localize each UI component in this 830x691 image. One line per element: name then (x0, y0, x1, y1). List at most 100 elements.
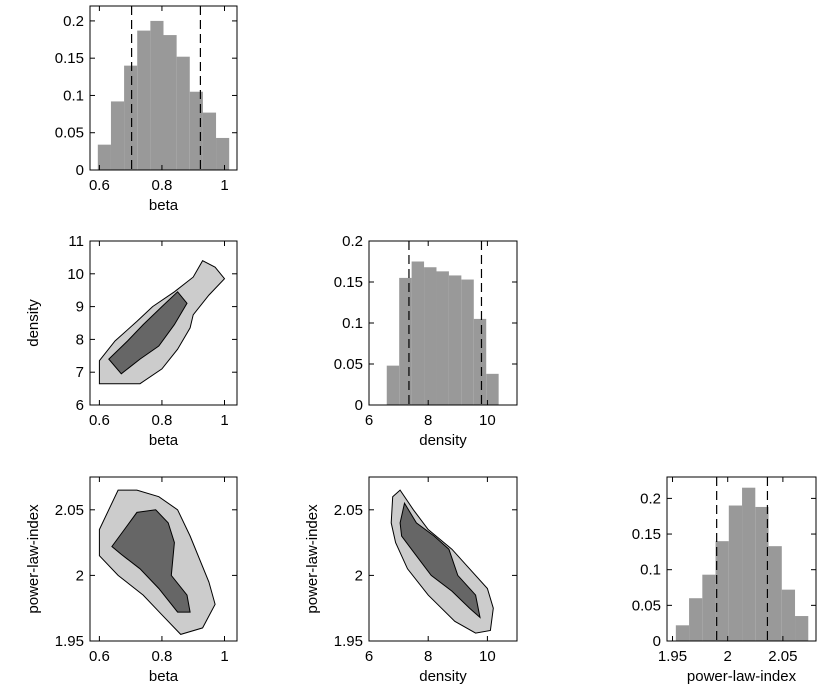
y-axis-label: power-law-index (25, 504, 42, 614)
x-axis-label: density (419, 668, 467, 685)
inner-contour-region (399, 501, 481, 619)
x-axis-label: beta (149, 197, 179, 214)
plot-area (675, 477, 809, 641)
y-tick-label: 0.1 (342, 315, 363, 332)
axes-frame (89, 476, 238, 642)
panel-contour-density-powerlaw: 6 8 10 1.95 2 2.05 density power-law-index (304, 476, 518, 685)
y-axis-label: power-law-index (304, 504, 321, 614)
histogram-bar (461, 279, 474, 405)
histogram-bar (176, 56, 190, 170)
y-tick-label: 7 (76, 364, 84, 381)
histogram-bar (110, 101, 125, 170)
x-axis-label: power-law-index (687, 668, 797, 685)
histogram-bar (411, 261, 425, 405)
y-tick-label: 0 (653, 633, 661, 650)
axes-frame (368, 476, 518, 642)
y-tick-label: 10 (67, 266, 84, 283)
histogram-bar (424, 267, 437, 405)
panel-contour-beta-powerlaw: 0.6 0.8 1 1.95 2 2.05 beta power-law-index (25, 476, 238, 685)
y-tick-label: 2 (76, 567, 84, 584)
y-tick-label: 0.2 (63, 13, 84, 30)
y-tick-label: 0 (355, 397, 363, 414)
plot-area (98, 260, 226, 385)
x-tick-label: 1 (220, 648, 228, 665)
histogram-bar (702, 574, 716, 641)
histogram-bar (448, 275, 462, 405)
histogram-bar (202, 112, 217, 170)
y-tick-label: 0.1 (63, 87, 84, 104)
x-tick-label: 10 (479, 412, 496, 429)
y-tick-label: 1.95 (55, 633, 84, 650)
histogram-bar (137, 30, 151, 170)
x-tick-label: 1 (220, 177, 228, 194)
x-tick-label: 0.6 (89, 412, 110, 429)
y-tick-label: 6 (76, 397, 84, 414)
histogram-bar (399, 277, 412, 405)
y-tick-label: 0.2 (640, 490, 661, 507)
panel-contour-beta-density: 0.6 0.8 1 6 7 8 9 10 11 beta density (25, 233, 238, 449)
y-tick-label: 0 (76, 162, 84, 179)
y-axis-label: density (25, 299, 42, 347)
x-tick-label: 10 (479, 648, 496, 665)
y-tick-label: 0.15 (55, 50, 84, 67)
x-tick-label: 6 (365, 648, 373, 665)
x-tick-label: 8 (424, 648, 432, 665)
y-tick-label: 0.2 (342, 233, 363, 250)
inner-contour-region (111, 509, 191, 613)
y-tick-label: 0.05 (334, 356, 363, 373)
x-axis-label: density (419, 432, 467, 449)
x-axis-label: beta (149, 432, 179, 449)
panel-hist-powerlaw: 1.95 2 2.05 0 0.05 0.1 0.15 0.2 power-law-index (632, 476, 817, 685)
histogram-bar (675, 625, 690, 641)
x-tick-label: 0.6 (89, 648, 110, 665)
histogram-bar (150, 20, 164, 170)
y-tick-label: 8 (76, 331, 84, 348)
y-tick-label: 0.15 (334, 274, 363, 291)
histogram-bar (715, 541, 729, 641)
histogram-bar (795, 616, 809, 641)
histogram-bar (689, 598, 703, 641)
histogram-bar (781, 589, 796, 641)
x-tick-label: 6 (365, 412, 373, 429)
histogram-bar (768, 546, 782, 641)
plot-area (97, 6, 230, 170)
plot-area (386, 241, 499, 405)
x-axis-label: beta (149, 668, 179, 685)
x-tick-label: 0.8 (152, 648, 173, 665)
x-tick-label: 8 (424, 412, 432, 429)
plot-area (390, 489, 494, 634)
inner-contour-region (108, 291, 188, 375)
histogram-bar (755, 506, 769, 641)
x-tick-label: 2 (724, 648, 732, 665)
histogram-bar (436, 271, 449, 405)
histogram-bar (742, 487, 756, 641)
histogram-bar (97, 144, 111, 170)
y-tick-label: 2 (355, 567, 363, 584)
histogram-bar (216, 137, 230, 170)
y-tick-label: 0.05 (632, 597, 661, 614)
histogram-bar (163, 35, 177, 170)
histogram-bar (486, 373, 499, 405)
axes-frame (89, 240, 238, 406)
x-tick-label: 0.6 (89, 177, 110, 194)
histogram-bar (189, 91, 203, 170)
axes-frame (89, 5, 238, 171)
panel-hist-beta: 0.6 0.8 1 0 0.05 0.1 0.15 0.2 beta (55, 5, 238, 214)
y-tick-label: 9 (76, 299, 84, 316)
y-tick-label: 2.05 (334, 502, 363, 519)
x-tick-label: 0.8 (152, 412, 173, 429)
y-tick-label: 11 (68, 233, 84, 250)
y-tick-label: 2.05 (55, 502, 84, 519)
histogram-bar (473, 318, 487, 405)
y-tick-label: 0.05 (55, 125, 84, 142)
histogram-bar (386, 365, 400, 405)
y-tick-label: 1.95 (334, 633, 363, 650)
plot-area (98, 489, 216, 635)
panel-hist-density: 6 8 10 0 0.05 0.1 0.15 0.2 density (334, 233, 518, 449)
x-tick-label: 1 (220, 412, 228, 429)
axes-frame (666, 476, 817, 642)
histogram-bar (124, 65, 138, 170)
x-tick-label: 0.8 (152, 177, 173, 194)
x-tick-label: 1.95 (658, 648, 687, 665)
